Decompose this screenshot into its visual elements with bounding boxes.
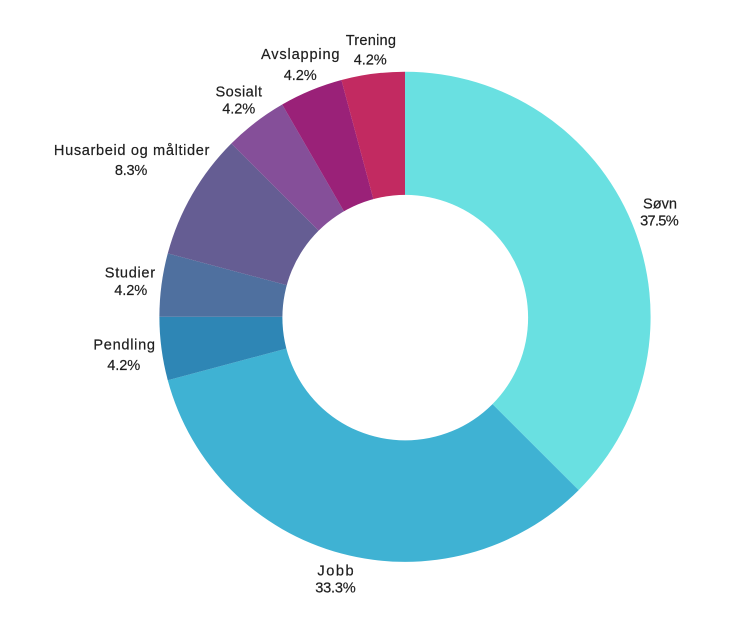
svg-text:4.2%: 4.2% — [114, 283, 147, 299]
svg-text:4.2%: 4.2% — [222, 102, 255, 118]
svg-text:Søvn: Søvn — [643, 197, 677, 213]
svg-text:Trening: Trening — [346, 33, 396, 49]
svg-text:Husarbeid og måltider: Husarbeid og måltider — [54, 143, 210, 159]
svg-text:Pendling: Pendling — [93, 337, 155, 353]
svg-text:Avslapping: Avslapping — [261, 47, 340, 63]
svg-text:4.2%: 4.2% — [107, 358, 140, 374]
svg-text:37.5%: 37.5% — [640, 214, 679, 230]
svg-text:4.2%: 4.2% — [284, 68, 317, 84]
svg-text:Sosialt: Sosialt — [216, 84, 263, 100]
svg-text:4.2%: 4.2% — [354, 53, 387, 69]
svg-text:Jobb: Jobb — [317, 564, 353, 580]
svg-text:Studier: Studier — [105, 266, 155, 282]
svg-text:8.3%: 8.3% — [115, 163, 148, 179]
svg-text:33.3%: 33.3% — [315, 581, 355, 597]
